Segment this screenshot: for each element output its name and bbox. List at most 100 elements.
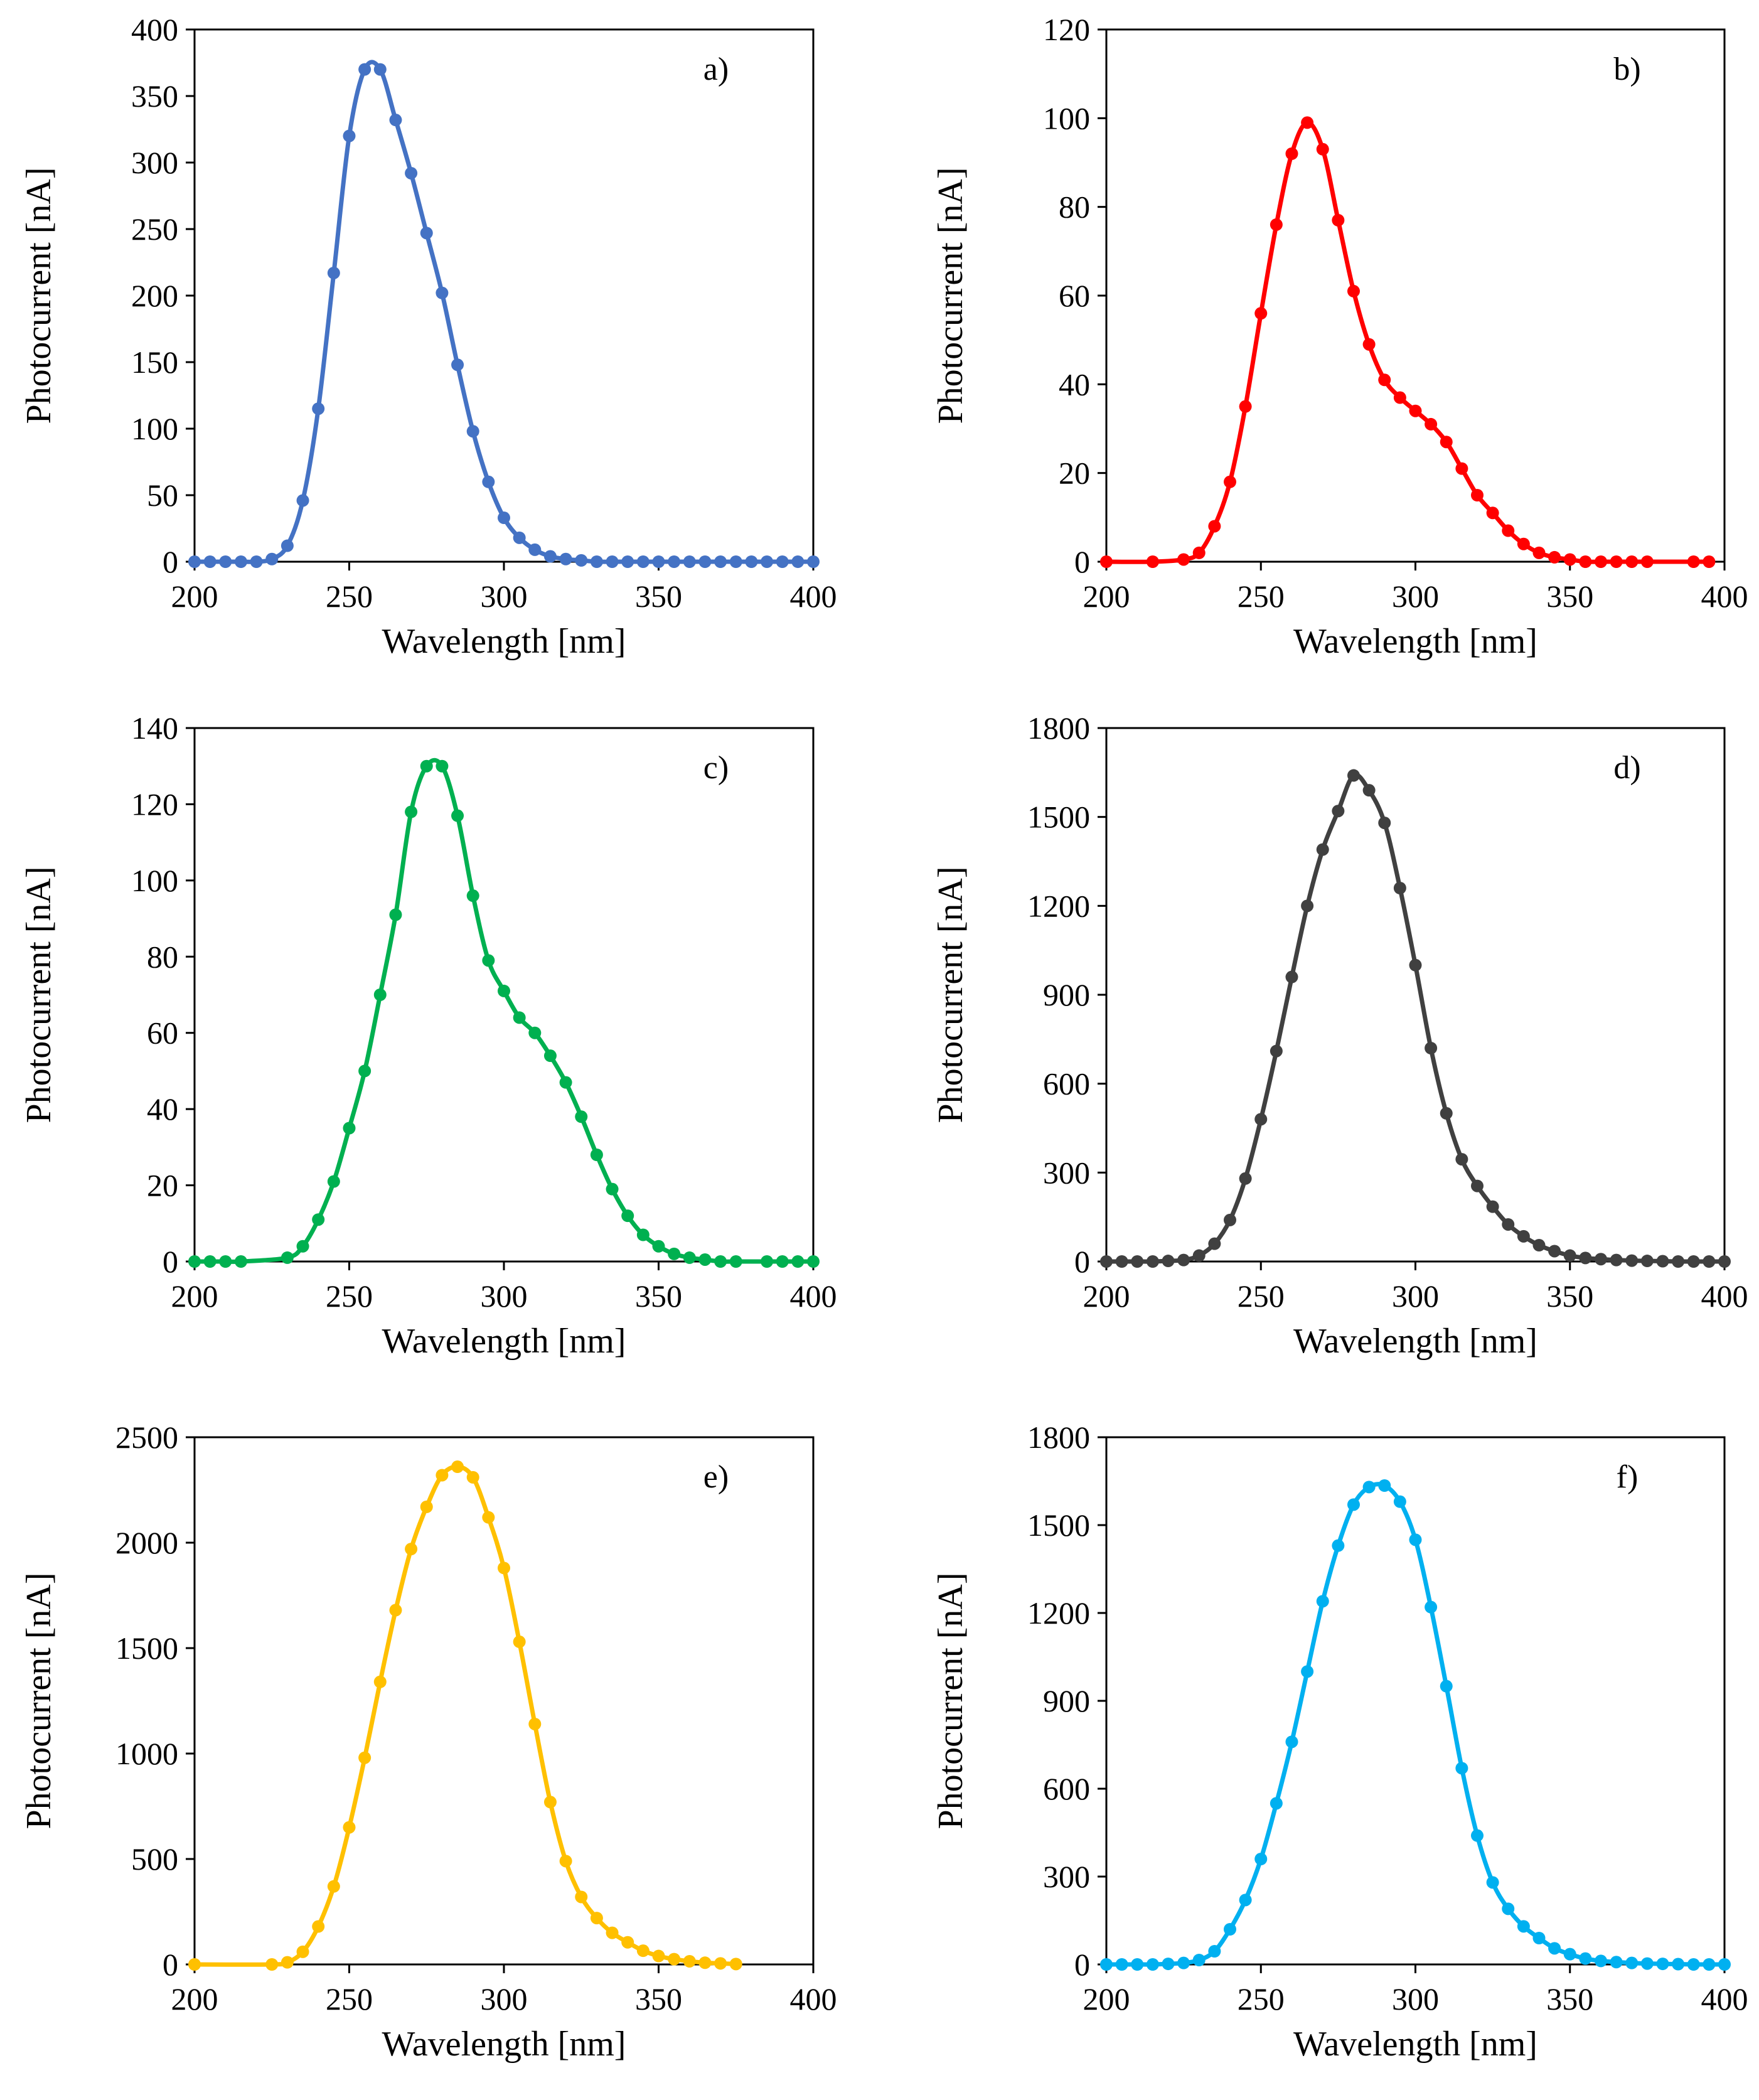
x-tick-label: 250 — [326, 1278, 373, 1314]
panel-label: b) — [1613, 51, 1640, 87]
data-point — [606, 1182, 619, 1196]
series-line — [1104, 1482, 1727, 1967]
data-point — [1455, 1762, 1468, 1775]
y-tick-label: 1200 — [1027, 1595, 1090, 1631]
data-point — [636, 1944, 650, 1958]
data-point — [714, 1957, 727, 1970]
chart-panel-b: 200 250 300 350 400 0 20 40 60 80 100 120 Wavelength… — [931, 12, 1748, 661]
data-point — [1224, 1213, 1236, 1226]
y-tick-label: 100 — [1043, 100, 1090, 136]
x-tick-label: 200 — [1083, 1981, 1130, 2017]
y-tick-label: 200 — [131, 278, 178, 313]
y-tick-label: 300 — [1043, 1155, 1090, 1190]
panel-label: c) — [703, 750, 729, 786]
y-tick-label: 150 — [131, 345, 178, 380]
data-point — [265, 1958, 279, 1971]
y-tick-label: 900 — [1043, 1683, 1090, 1718]
data-point — [652, 1949, 665, 1963]
data-point — [1486, 506, 1499, 520]
y-tick-label: 1500 — [115, 1631, 178, 1666]
data-point — [1687, 1255, 1700, 1268]
data-point — [420, 1500, 433, 1513]
data-point — [1100, 555, 1113, 568]
data-point — [296, 1240, 309, 1253]
data-point — [466, 1471, 479, 1484]
y-tick-label: 100 — [131, 411, 178, 446]
data-point — [1409, 1533, 1422, 1546]
data-point — [513, 1635, 526, 1648]
data-point — [405, 805, 418, 818]
data-point — [1595, 1954, 1607, 1968]
x-tick-label: 250 — [326, 1981, 373, 2017]
data-point — [1425, 1600, 1438, 1614]
panel-label: d) — [1613, 750, 1640, 786]
data-point — [1393, 391, 1406, 404]
y-axis-title: Photocurrent [nA] — [19, 167, 58, 424]
data-point — [606, 555, 619, 568]
data-point — [188, 1958, 201, 1971]
y-tick-label: 60 — [1059, 278, 1090, 313]
data-point — [1378, 373, 1391, 387]
x-tick-label: 200 — [1083, 1278, 1130, 1314]
data-point — [312, 1920, 325, 1933]
x-tick-label: 200 — [171, 1981, 218, 2017]
data-point — [1640, 1957, 1654, 1970]
data-point — [1502, 1902, 1515, 1915]
data-point — [1548, 1245, 1561, 1258]
data-point — [1208, 1237, 1221, 1250]
x-tick-label: 400 — [790, 1278, 837, 1314]
data-point — [466, 425, 479, 438]
data-point — [1192, 1249, 1206, 1262]
data-point — [528, 1026, 542, 1039]
data-point — [343, 1122, 356, 1135]
data-point — [1393, 882, 1406, 894]
data-point — [420, 759, 433, 773]
y-tick-label: 900 — [1043, 977, 1090, 1012]
y-tick-label: 600 — [1043, 1066, 1090, 1101]
data-point — [1285, 147, 1298, 160]
data-point — [1517, 1229, 1530, 1243]
data-point — [1455, 1153, 1468, 1166]
y-axis-title: Photocurrent [nA] — [19, 1572, 58, 1829]
data-point — [1425, 417, 1438, 431]
data-point — [528, 543, 542, 556]
data-point — [1362, 1481, 1376, 1494]
data-point — [1285, 1735, 1298, 1749]
x-axis-title: Wavelength [nm] — [1293, 622, 1537, 661]
data-point — [234, 1255, 247, 1268]
data-point — [482, 1511, 495, 1524]
data-point — [1239, 1894, 1252, 1907]
data-point — [1301, 116, 1314, 129]
data-point — [1595, 555, 1607, 568]
data-point — [234, 555, 247, 568]
data-point — [543, 550, 557, 563]
data-point — [1595, 1253, 1607, 1266]
data-point — [1347, 1498, 1360, 1511]
data-point — [1579, 1251, 1592, 1265]
y-axis-title: Photocurrent [nA] — [931, 866, 970, 1123]
chart-panel-d: 200 250 300 350 400 0 300 600 900 1200 1500 1800 Wav… — [931, 710, 1748, 1361]
data-point — [652, 1240, 665, 1253]
y-tick-label: 300 — [1043, 1859, 1090, 1894]
data-point — [636, 1228, 650, 1241]
data-point — [188, 555, 201, 568]
y-tick-label: 50 — [147, 478, 178, 513]
data-point — [1579, 555, 1592, 568]
series-line — [192, 758, 816, 1264]
data-point — [1640, 1255, 1654, 1268]
data-point — [1486, 1876, 1499, 1889]
data-point — [373, 1675, 387, 1688]
data-point — [219, 555, 232, 568]
data-point — [219, 1255, 232, 1268]
data-point — [791, 555, 805, 568]
data-point — [1100, 1958, 1113, 1971]
data-point — [559, 1855, 572, 1868]
x-axis-title: Wavelength [nm] — [382, 1322, 626, 1361]
data-point — [1162, 1958, 1175, 1971]
data-point — [1548, 550, 1561, 564]
x-tick-label: 250 — [1238, 579, 1285, 614]
data-point — [590, 1912, 603, 1925]
y-tick-label: 2000 — [115, 1525, 178, 1560]
series-line — [192, 60, 816, 564]
y-tick-label: 100 — [131, 863, 178, 898]
